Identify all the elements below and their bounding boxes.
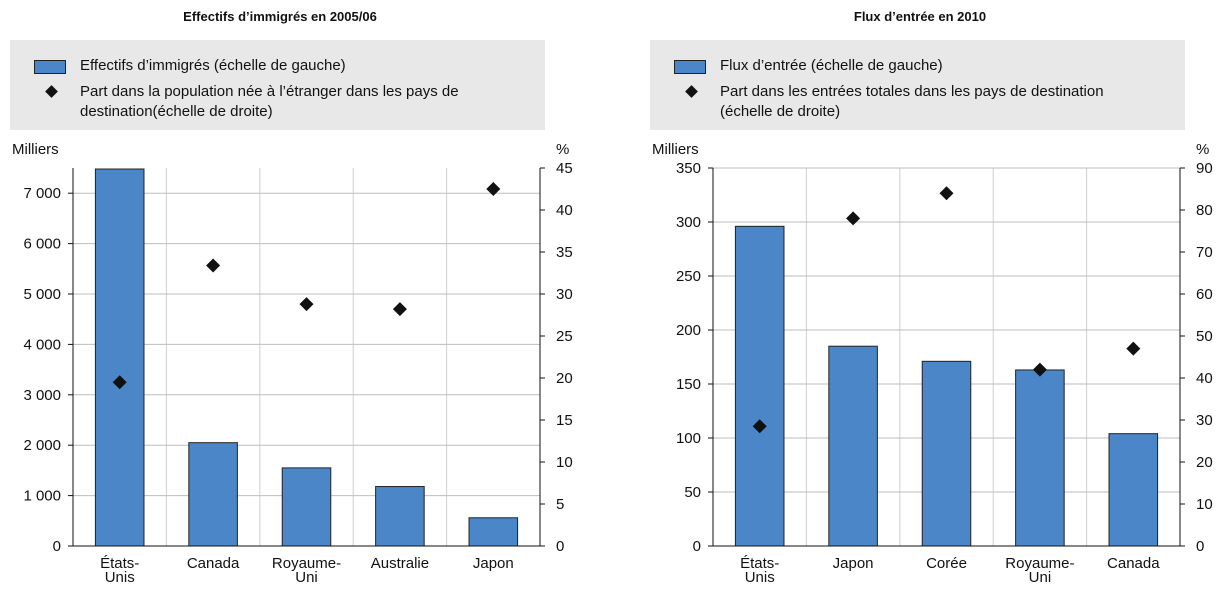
y2-tick-label: 0 [556, 538, 564, 555]
diamond-marker [299, 297, 314, 312]
y2-tick-label: 90 [1196, 160, 1213, 177]
legend: Flux d’entrée (échelle de gauche) Part da… [650, 40, 1185, 130]
x-tick-label: Canada [187, 555, 240, 572]
y2-tick-label: 45 [556, 160, 573, 177]
diamond-marker [206, 258, 221, 273]
bar [921, 360, 972, 547]
legend-swatch [674, 60, 706, 74]
x-tick-label: États-Unis [740, 555, 779, 586]
y-tick-label: 350 [676, 160, 701, 177]
y2-tick-label: 80 [1196, 202, 1213, 219]
y2-tick-label: 5 [556, 496, 564, 513]
y2-tick-label: 40 [1196, 370, 1213, 387]
bar [188, 442, 238, 547]
diamond-marker [392, 302, 407, 317]
y-tick-label: 3 000 [23, 387, 61, 404]
y-tick-label: 0 [693, 538, 701, 555]
y-tick-label: 1 000 [23, 488, 61, 505]
bar [1108, 433, 1159, 547]
y2-tick-label: 35 [556, 244, 573, 261]
y-tick-label: 5 000 [23, 286, 61, 303]
legend-item: Part dans les entrées totales dans les p… [685, 82, 1160, 122]
legend-label: Effectifs d’immigrés (échelle de gauche) [80, 57, 346, 74]
chart: 0 1 000 2 000 3 000 4 000 5 000 6 000 7 000 0 5 10… [12, 141, 573, 586]
y-axis-label: Milliers [12, 141, 59, 158]
y-tick-label: 150 [676, 376, 701, 393]
chart: 0 50 100 150 200 250 300 350 0 10 20 30 40 50 60 70 80 90… [652, 141, 1213, 586]
y2-tick-label: 30 [1196, 412, 1213, 429]
y-tick-label: 50 [684, 484, 701, 501]
legend-item: Flux d’entrée (échelle de gauche) [674, 56, 1160, 76]
legend-item: Part dans la population née à l’étranger… [45, 82, 520, 122]
y-tick-label: 250 [676, 268, 701, 285]
y2-tick-label: 20 [1196, 454, 1213, 471]
y2-tick-label: 0 [1196, 538, 1204, 555]
y-tick-label: 6 000 [23, 236, 61, 253]
x-tick-label: États-Unis [100, 555, 139, 586]
y2-axis-label: % [556, 141, 569, 158]
diamond-marker [112, 375, 127, 390]
legend-label: Part dans la population née à l’étranger… [80, 83, 459, 120]
legend-item: Effectifs d’immigrés (échelle de gauche) [34, 56, 520, 76]
legend-label: Part dans les entrées totales dans les p… [720, 83, 1104, 120]
y2-tick-label: 10 [1196, 496, 1213, 513]
diamond-marker [846, 211, 861, 226]
x-tick-label: Japon [473, 555, 514, 572]
chart-title: Effectifs d’immigrés en 2005/06 [183, 9, 377, 24]
bar [828, 345, 878, 547]
y-tick-label: 300 [676, 214, 701, 231]
diamond-marker [1126, 341, 1141, 356]
y2-tick-label: 30 [556, 286, 573, 303]
y2-tick-label: 15 [556, 412, 573, 429]
y2-axis-label: % [1196, 141, 1209, 158]
y2-tick-label: 40 [556, 202, 573, 219]
x-tick-label: Royaume-Uni [272, 555, 341, 586]
y-tick-label: 0 [53, 538, 61, 555]
y2-tick-label: 20 [556, 370, 573, 387]
bar [1015, 369, 1065, 547]
chart-title: Flux d’entrée en 2010 [853, 9, 987, 24]
y-tick-label: 2 000 [23, 437, 61, 454]
diamond-marker [486, 182, 501, 196]
bar [281, 467, 332, 547]
x-tick-label: Australie [371, 555, 429, 572]
bar [468, 517, 519, 547]
y2-tick-label: 10 [556, 454, 573, 471]
x-tick-label: Canada [1107, 555, 1160, 572]
y-tick-label: 200 [676, 322, 701, 339]
legend-swatch [34, 60, 66, 74]
y-axis-label: Milliers [652, 141, 699, 158]
y2-tick-label: 70 [1196, 244, 1213, 261]
legend: Effectifs d’immigrés (échelle de gauche)… [10, 40, 545, 130]
y-tick-label: 4 000 [23, 336, 61, 353]
y-tick-label: 7 000 [23, 185, 61, 202]
y2-tick-label: 25 [556, 328, 573, 345]
bar [94, 168, 145, 547]
legend-label: Flux d’entrée (échelle de gauche) [720, 57, 943, 74]
bar [375, 486, 425, 547]
y2-tick-label: 50 [1196, 328, 1213, 345]
panel: Flux d’entrée en 2010 Flux d’entrée (éche… [640, 0, 1221, 594]
x-tick-label: Corée [926, 555, 967, 572]
bar [734, 225, 785, 547]
diamond-marker [752, 419, 767, 434]
x-tick-label: Royaume-Uni [1005, 555, 1074, 586]
y-tick-label: 100 [676, 430, 701, 447]
panel: Effectifs d’immigrés en 2005/06 Effectifs… [0, 0, 610, 594]
x-tick-label: Japon [833, 555, 874, 572]
y2-tick-label: 60 [1196, 286, 1213, 303]
diamond-marker [939, 186, 954, 201]
diamond-marker [1032, 362, 1047, 377]
